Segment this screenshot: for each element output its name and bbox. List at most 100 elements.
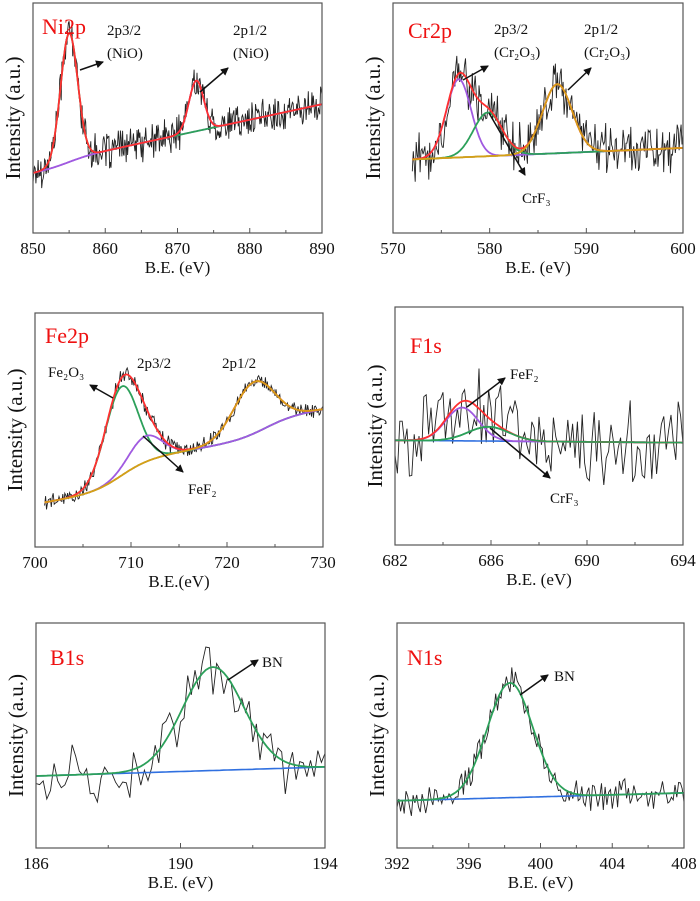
- raw-data-line: [36, 646, 325, 804]
- x-axis-label: B.E. (eV): [506, 570, 572, 589]
- x-axis-label: B.E. (eV): [148, 873, 214, 892]
- component-peak-top: [395, 425, 683, 444]
- annotation-arrow: [142, 435, 184, 473]
- peak-annotation: 2p1/2: [233, 23, 267, 39]
- x-tick-label: 600: [670, 239, 696, 258]
- peak-annotation: (NiO): [233, 46, 269, 62]
- peak-annotation: FeF₂: [188, 482, 217, 498]
- peak-annotation: FeF₂: [510, 367, 539, 383]
- x-tick-label: 700: [22, 553, 48, 572]
- x-tick-label: 720: [214, 553, 240, 572]
- peak-annotation: (Cr₂O₃): [584, 45, 630, 61]
- plot-frame: [34, 312, 324, 548]
- annotation-arrow: [89, 384, 114, 399]
- plot-area: [33, 21, 322, 189]
- plot-area: [44, 366, 323, 510]
- component-peak-1: [412, 111, 683, 161]
- x-tick-label: 860: [93, 239, 119, 258]
- panel-title: B1s: [50, 645, 84, 670]
- peak-annotation: 2p3/2: [107, 23, 141, 39]
- x-tick-label: 730: [310, 553, 336, 572]
- y-axis-label: Intensity (a.u.): [1, 56, 25, 179]
- component-peak-top: [412, 83, 683, 161]
- panel-b1s: 186 190 194 B.E. (eV) Intensity (a.u.) B1s BN: [4, 622, 338, 892]
- component-peak-0: [397, 681, 684, 802]
- panel-fe2p: 700 710 720 730 B.E.(eV) Intensity (a.u.) Fe2p…: [3, 312, 336, 591]
- annotation-arrow: [79, 60, 104, 71]
- x-tick-label: 690: [574, 551, 600, 570]
- envelope-fit-line: [33, 32, 322, 174]
- x-tick-label: 870: [165, 239, 191, 258]
- panel-title: Ni2p: [42, 14, 86, 39]
- component-peak-1: [44, 408, 323, 504]
- x-tick-label: 194: [312, 854, 338, 873]
- x-axis-label: B.E.(eV): [148, 572, 209, 591]
- plot-area: [395, 368, 683, 485]
- raw-data-line: [33, 21, 322, 189]
- raw-data-line: [44, 366, 323, 510]
- x-tick-label: 890: [309, 239, 335, 258]
- y-axis-label: Intensity (a.u.): [361, 56, 385, 179]
- peak-annotation: (Cr₂O₃): [494, 45, 540, 61]
- annotation-arrow: [462, 65, 489, 81]
- x-tick-label: 400: [528, 854, 554, 873]
- x-tick-label: 186: [23, 854, 49, 873]
- peak-annotation: 2p1/2: [584, 22, 618, 38]
- x-tick-label: 392: [384, 854, 410, 873]
- plot-area: [397, 667, 684, 816]
- x-tick-label: 408: [671, 854, 697, 873]
- x-tick-label: 570: [380, 239, 406, 258]
- x-axis-label: B.E. (eV): [505, 258, 571, 277]
- annotation-arrow: [227, 659, 259, 681]
- peak-annotation: 2p3/2: [494, 22, 528, 38]
- panel-n1s: 392 396 400 404 408 B.E. (eV) Intensity (a.u.)…: [365, 622, 697, 892]
- x-tick-label: 880: [237, 239, 263, 258]
- x-tick-label: 682: [382, 551, 408, 570]
- panel-cr2p: 570 580 590 600 B.E. (eV) Intensity (a.u.) Cr2…: [361, 2, 696, 277]
- peak-annotation: CrF₃: [550, 491, 579, 507]
- y-axis-label: Intensity (a.u.): [4, 674, 28, 797]
- x-tick-label: 580: [477, 239, 503, 258]
- annotation-arrow: [488, 112, 526, 176]
- component-peak-0: [412, 78, 683, 161]
- annotation-arrow: [466, 377, 506, 408]
- annotation-arrow: [489, 427, 551, 479]
- y-axis-label: Intensity (a.u.): [3, 368, 27, 491]
- plot-area: [411, 55, 683, 182]
- component-peak-2: [412, 83, 683, 161]
- peak-annotation: (NiO): [107, 46, 143, 62]
- component-peak-top: [44, 380, 323, 504]
- x-tick-label: 404: [600, 854, 626, 873]
- annotation-arrow: [567, 67, 592, 91]
- envelope-fit-line: [44, 373, 323, 504]
- component-peak-0: [36, 666, 325, 777]
- panel-ni2p: 850 860 870 880 890 B.E. (eV) Intensity (a.u.)…: [1, 2, 335, 277]
- panel-title: N1s: [407, 645, 442, 670]
- plot-area: [36, 646, 325, 804]
- x-tick-label: 396: [456, 854, 482, 873]
- x-axis-label: B.E. (eV): [145, 258, 211, 277]
- peak-annotation: 2p3/2: [137, 356, 171, 372]
- annotation-arrow: [199, 67, 229, 93]
- raw-data-line: [395, 368, 683, 485]
- x-tick-label: 686: [478, 551, 504, 570]
- peak-annotation: BN: [554, 669, 575, 685]
- panel-title: Cr2p: [408, 18, 452, 43]
- x-tick-label: 710: [118, 553, 144, 572]
- x-tick-label: 850: [20, 239, 46, 258]
- y-axis-label: Intensity (a.u.): [365, 674, 389, 797]
- x-tick-label: 190: [168, 854, 194, 873]
- x-axis-label: B.E. (eV): [508, 873, 574, 892]
- y-axis-label: Intensity (a.u.): [363, 364, 387, 487]
- background-line: [44, 408, 323, 504]
- x-tick-label: 590: [574, 239, 600, 258]
- peak-annotation: Fe₂O₃: [48, 365, 84, 381]
- panel-title: F1s: [410, 333, 442, 358]
- raw-data-line: [411, 55, 683, 182]
- panel-f1s: 682 686 690 694 B.E. (eV) Intensity (a.u.) F1s…: [363, 306, 696, 589]
- peak-annotation: 2p1/2: [222, 356, 256, 372]
- peak-annotation: BN: [262, 655, 283, 671]
- panel-title: Fe2p: [45, 323, 89, 348]
